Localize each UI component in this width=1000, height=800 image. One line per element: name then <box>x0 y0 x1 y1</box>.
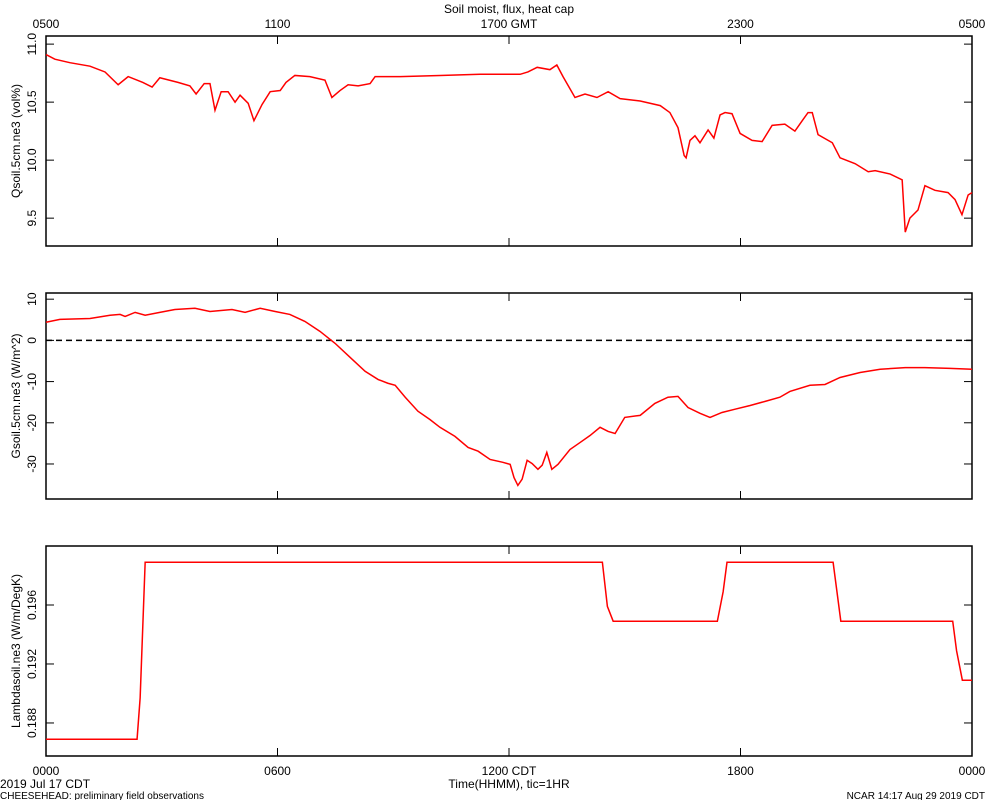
plot-frame <box>45 292 973 500</box>
y-tick-label: -20 <box>25 414 39 432</box>
data-line <box>46 561 972 740</box>
data-line <box>45 53 973 233</box>
x-tick-label: 0000 <box>33 764 60 778</box>
y-tick-label: 10.5 <box>25 90 39 114</box>
y-axis-label: Qsoil.5cm.ne3 (vol%) <box>9 84 23 198</box>
x-tick-label: 0000 <box>959 764 986 778</box>
data-line <box>45 307 973 487</box>
footer-project: CHEESEHEAD: preliminary field observatio… <box>0 791 204 800</box>
y-tick-label: 0 <box>25 337 39 344</box>
x-tick-label: 1200 CDT <box>482 764 537 778</box>
footer-credit: NCAR 14:17 Aug 29 2019 CDT <box>847 791 985 800</box>
x-tick-label: 0600 <box>264 764 291 778</box>
y-tick-label: 0.192 <box>25 649 39 679</box>
y-axis-label: Gsoil.5cm.ne3 (W/m^2) <box>9 334 23 459</box>
footer-date: 2019 Jul 17 CDT <box>0 777 91 791</box>
x2-tick-label: 2300 <box>727 17 754 31</box>
x2-tick-label: 1100 <box>265 17 291 31</box>
x-tick-label: 1800 <box>727 764 754 778</box>
x2-tick-label: 0500 <box>33 17 60 31</box>
x2-tick-label: 0500 <box>959 17 986 31</box>
y-tick-label: 11.0 <box>25 33 39 56</box>
y-tick-label: 0.196 <box>25 590 39 620</box>
y-tick-label: -10 <box>25 373 39 391</box>
chart-title: Soil moist, flux, heat cap <box>444 2 574 16</box>
y-tick-label: 0.188 <box>25 708 39 738</box>
plot-frame <box>45 35 973 247</box>
y-axis-label: Lambdasoil.ne3 (W/m/DegK) <box>9 574 23 728</box>
y-tick-label: 10 <box>25 292 39 306</box>
x2-tick-label: 1700 GMT <box>481 17 538 31</box>
x-axis-label: Time(HHMM), tic=1HR <box>448 777 570 791</box>
plot-frame <box>45 545 973 757</box>
y-tick-label: 10.0 <box>25 148 39 172</box>
y-tick-label: 9.5 <box>25 209 39 226</box>
y-tick-label: -30 <box>25 455 39 473</box>
